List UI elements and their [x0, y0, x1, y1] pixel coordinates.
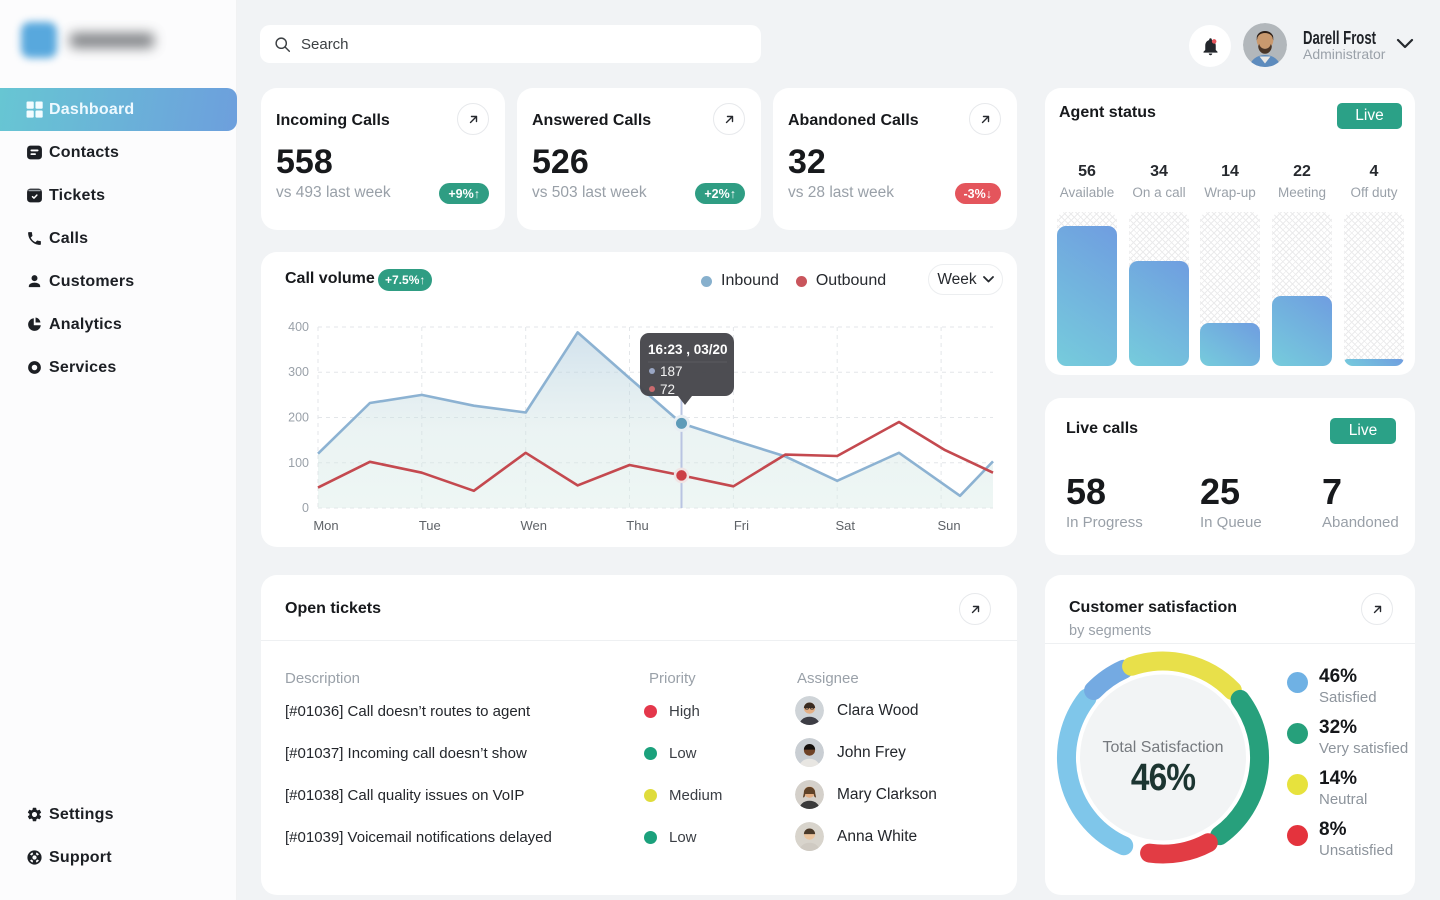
svg-text:Tue: Tue [419, 518, 441, 533]
svg-text:Mon: Mon [313, 518, 338, 533]
svg-text:300: 300 [288, 365, 309, 379]
svg-text:16:23 , 03/20: 16:23 , 03/20 [648, 342, 728, 357]
svg-text:400: 400 [288, 320, 309, 334]
svg-text:200: 200 [288, 411, 309, 425]
svg-text:Sun: Sun [938, 518, 961, 533]
svg-text:Sat: Sat [835, 518, 855, 533]
svg-text:Fri: Fri [734, 518, 749, 533]
svg-text:72: 72 [660, 382, 675, 397]
svg-text:Thu: Thu [626, 518, 648, 533]
svg-text:0: 0 [302, 501, 309, 515]
svg-text:187: 187 [660, 364, 683, 379]
svg-text:100: 100 [288, 456, 309, 470]
svg-text:Wen: Wen [520, 518, 547, 533]
